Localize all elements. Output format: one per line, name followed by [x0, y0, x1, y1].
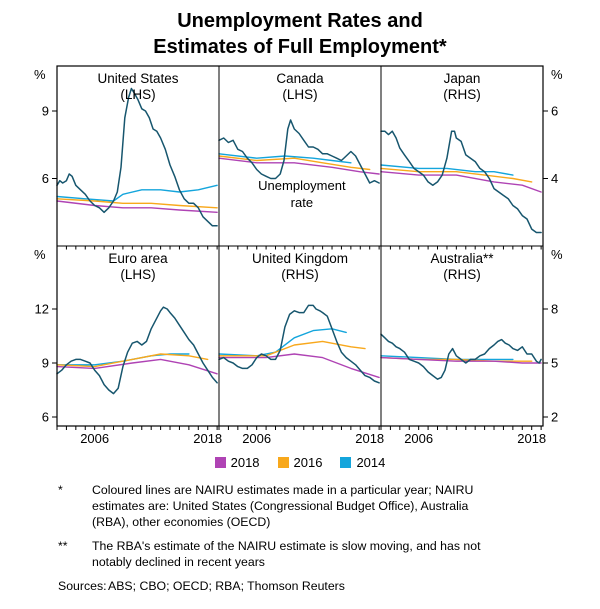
chart-canvas: 9 6 6 4% % 12 9 6 8 5 2% % 2006 2018 2006 2018 2006 2018 U…	[34, 65, 563, 446]
legend-item-2018: 2018	[214, 455, 260, 470]
panel-title: Canada	[276, 71, 324, 86]
panel-scale-label: (RHS)	[443, 267, 481, 282]
series-unemployment-united-kingdom	[218, 304, 380, 384]
legend-item-2014: 2014	[340, 455, 385, 470]
x-axis-label: 2018	[193, 431, 222, 446]
panel-title: United Kingdom	[252, 251, 348, 266]
chart-legend: 2018 2016 2014	[0, 455, 600, 470]
footnote-2-text: The RBA's estimate of the NAIRU estimate…	[92, 538, 481, 569]
footnote-2-marker: **	[58, 538, 68, 553]
series-nairu_2018-euro-area	[56, 358, 218, 375]
x-axis-label: 2006	[404, 431, 433, 446]
title-line-1: Unemployment Rates and	[177, 10, 423, 32]
series-nairu_2014-united-states	[56, 184, 218, 202]
series-unemployment-canada	[218, 119, 380, 184]
legend-swatch-2014	[340, 457, 352, 468]
series-nairu_2016-euro-area	[56, 353, 209, 368]
legend-label-2014: 2014	[356, 455, 386, 470]
series-nairu_2018-united-kingdom	[218, 353, 380, 379]
footnote-1: * Coloured lines are NAIRU estimates mad…	[58, 482, 566, 531]
right-axis-label: 2	[551, 410, 558, 425]
panel-scale-label: (RHS)	[281, 267, 319, 282]
footnotes: * Coloured lines are NAIRU estimates mad…	[58, 482, 566, 594]
right-axis-label: 8	[551, 302, 558, 317]
series-nairu_2018-canada	[218, 157, 380, 175]
title-line-2: Estimates of Full Employment*	[153, 36, 447, 58]
right-percent-label: %	[551, 247, 563, 262]
series-nairu_2014-canada	[218, 153, 352, 164]
series-unemployment-australia-	[380, 333, 542, 380]
sources-text: ABS; CBO; OECD; RBA; Thomson Reuters	[108, 579, 345, 594]
panel-title: Euro area	[108, 251, 168, 266]
series-nairu_2018-australia-	[380, 356, 542, 364]
right-percent-label: %	[551, 67, 563, 82]
footnote-2: ** The RBA's estimate of the NAIRU estim…	[58, 538, 566, 570]
left-axis-label: 6	[42, 410, 49, 425]
footnote-1-marker: *	[58, 483, 63, 497]
series-nairu_2018-united-states	[56, 200, 218, 214]
left-percent-label: %	[34, 67, 46, 82]
page-title: Unemployment Rates and Estimates of Full…	[0, 8, 600, 60]
series-nairu_2016-japan	[380, 167, 533, 183]
sources-label: Sources:	[58, 579, 107, 594]
panel-scale-label: (LHS)	[282, 87, 317, 102]
x-axis-label: 2006	[242, 431, 271, 446]
series-nairu_2018-japan	[380, 170, 542, 193]
panel-scale-label: (LHS)	[120, 267, 155, 282]
panel-title: United States	[97, 71, 178, 86]
panel-title: Japan	[444, 71, 481, 86]
unemployment-rate-annotation: Unemployment	[258, 178, 346, 193]
unemployment-rate-annotation: rate	[291, 195, 313, 210]
left-axis-label: 6	[42, 171, 49, 186]
series-nairu_2016-canada	[218, 155, 371, 171]
series-unemployment-japan	[380, 130, 542, 234]
footnote-1-text: Coloured lines are NAIRU estimates made …	[92, 483, 474, 530]
left-axis-label: 12	[35, 302, 49, 317]
right-axis-label: 5	[551, 356, 558, 371]
chart-page: Unemployment Rates and Estimates of Full…	[0, 8, 600, 609]
x-axis-label: 2006	[80, 431, 109, 446]
legend-swatch-2016	[277, 457, 289, 468]
series-unemployment-united-states	[56, 87, 218, 227]
legend-label-2018: 2018	[230, 455, 260, 470]
legend-item-2016: 2016	[277, 455, 323, 470]
right-axis-label: 4	[551, 171, 558, 186]
legend-swatch-2018	[214, 457, 226, 468]
panel-title: Australia**	[430, 251, 494, 266]
series-nairu_2014-japan	[380, 164, 514, 176]
x-axis-label: 2018	[355, 431, 384, 446]
series-nairu_2016-united-states	[56, 198, 218, 209]
left-percent-label: %	[34, 247, 46, 262]
panel-scale-label: (LHS)	[120, 87, 155, 102]
x-axis-label: 2018	[517, 431, 546, 446]
sources-line: Sources: ABS; CBO; OECD; RBA; Thomson Re…	[58, 578, 566, 594]
series-unemployment-euro-area	[56, 306, 218, 395]
left-axis-label: 9	[42, 356, 49, 371]
panel-scale-label: (RHS)	[443, 87, 481, 102]
left-axis-label: 9	[42, 104, 49, 119]
right-axis-label: 6	[551, 103, 558, 118]
legend-label-2016: 2016	[293, 455, 323, 470]
